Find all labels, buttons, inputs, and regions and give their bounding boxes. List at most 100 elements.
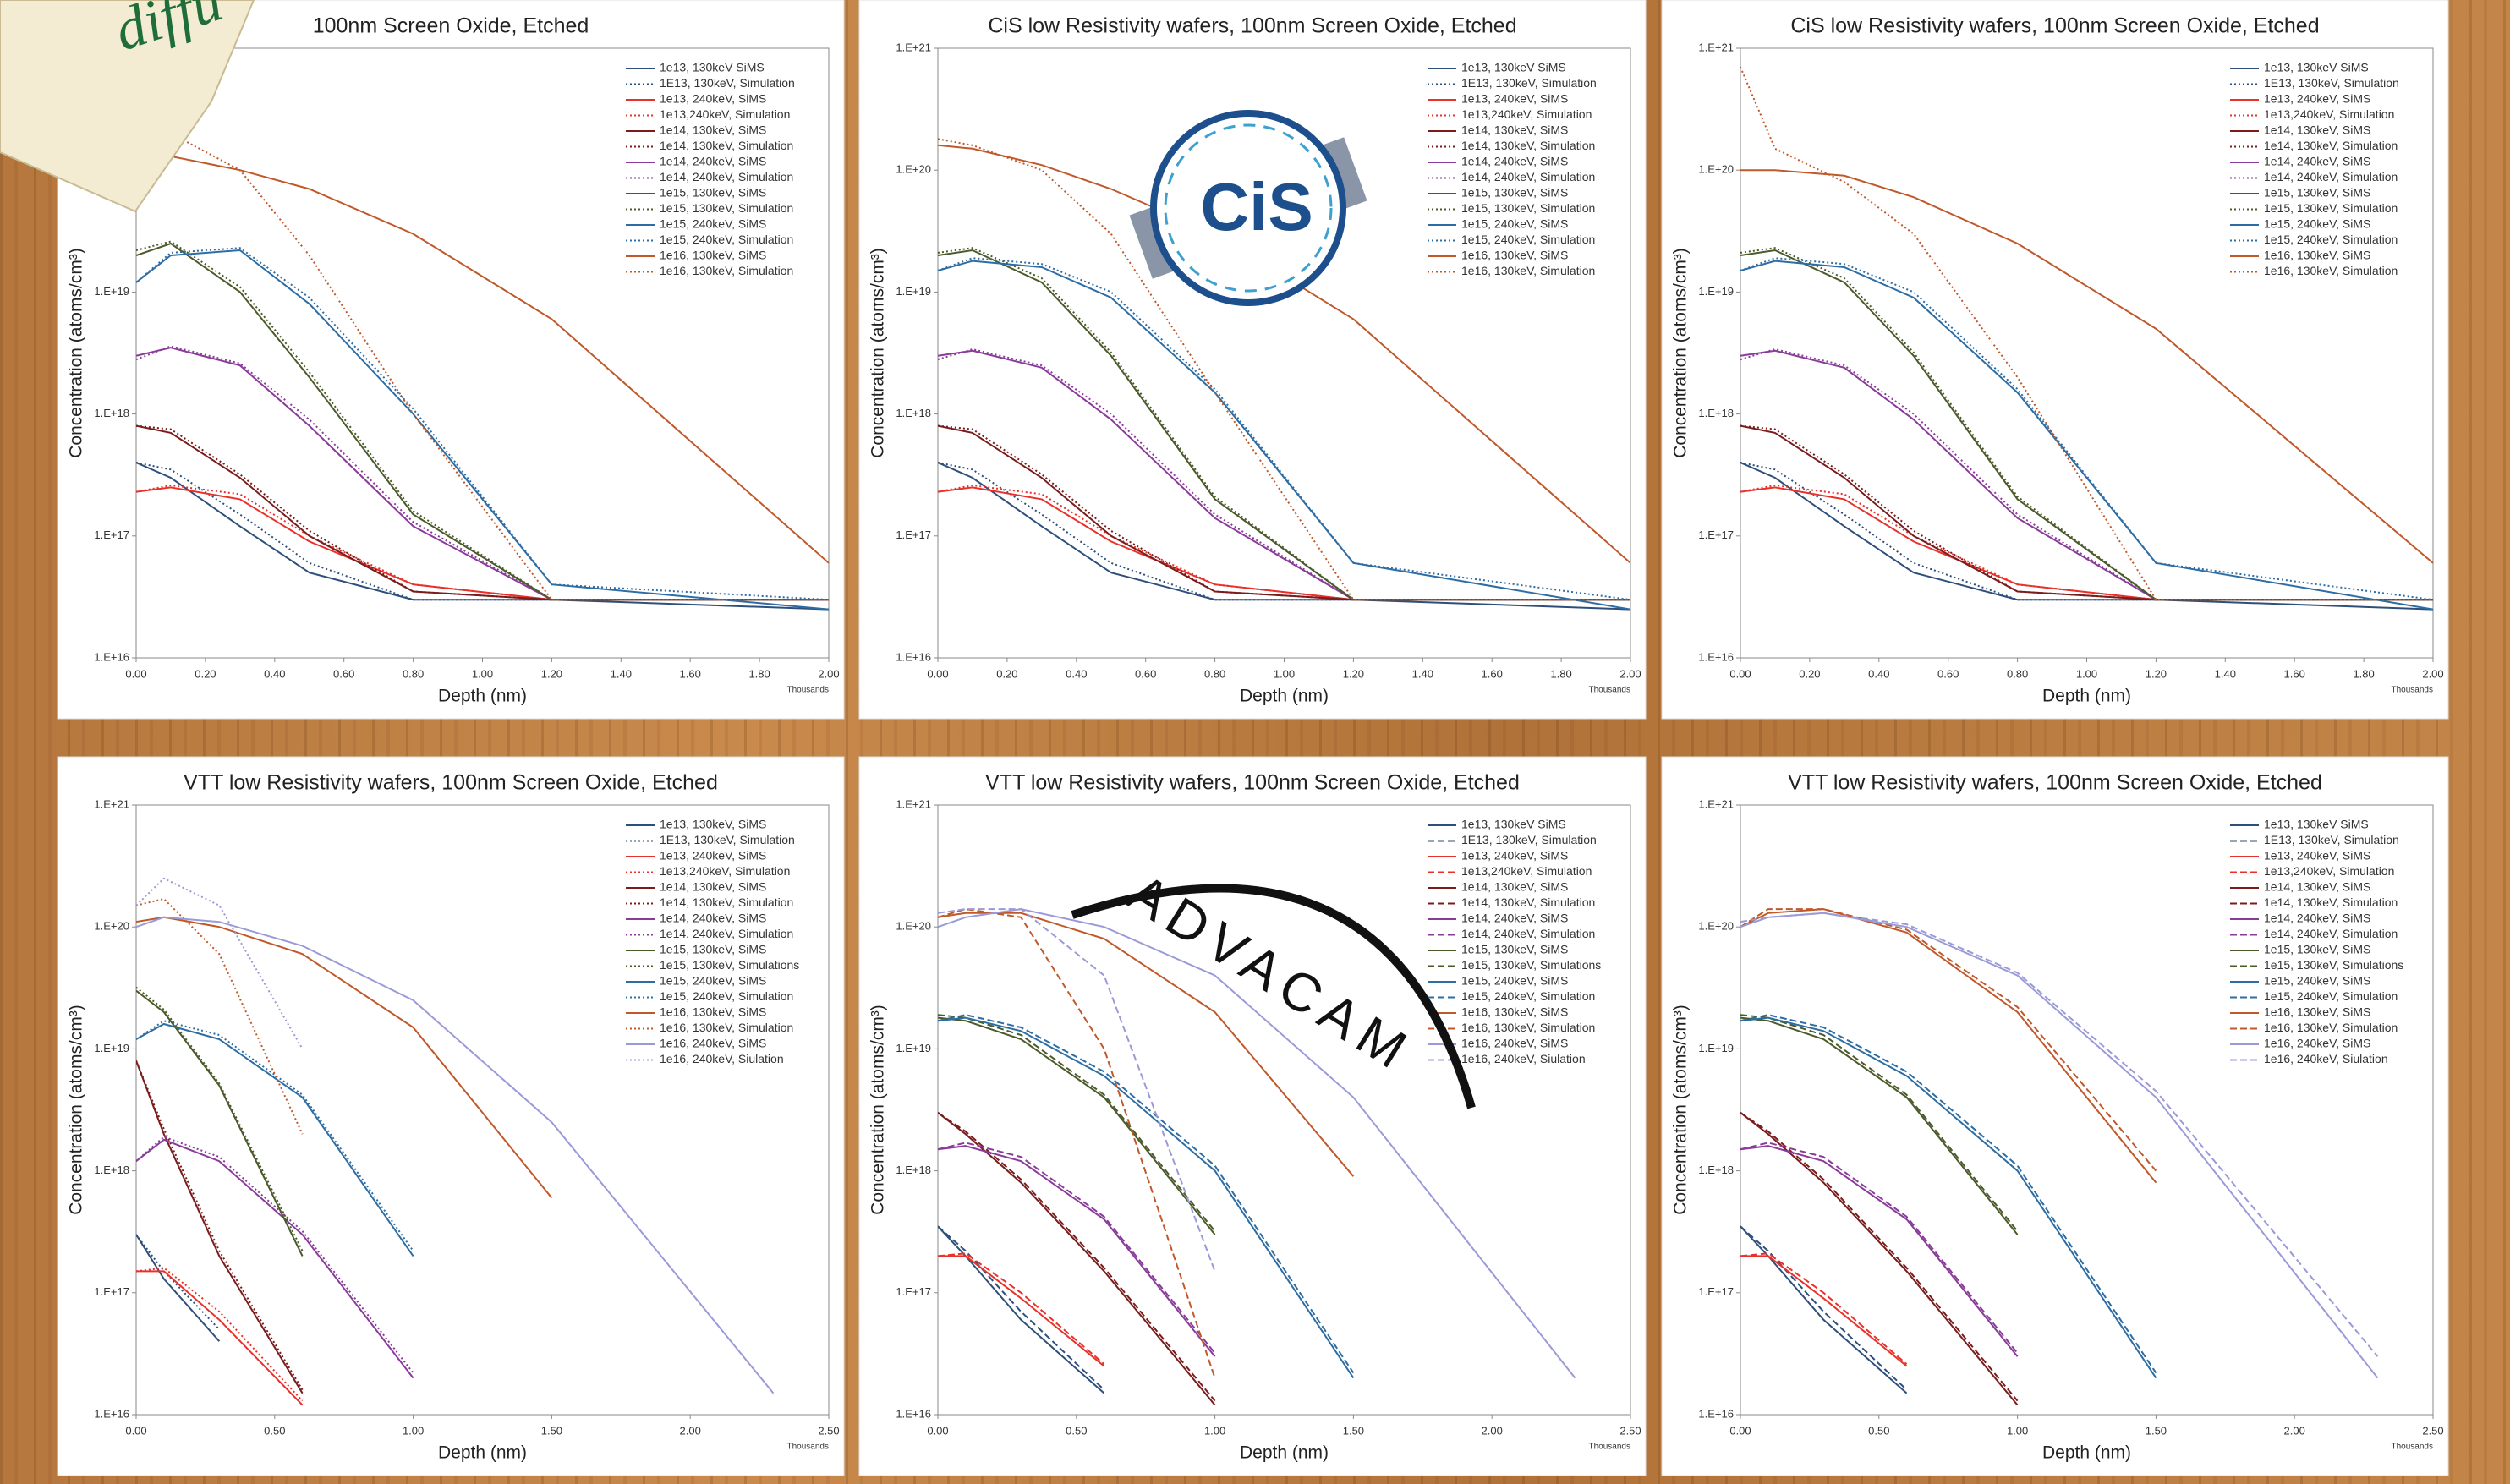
legend-label: 1e15, 130keV, SiMS	[660, 943, 766, 956]
legend-label: 1e15, 240keV, Simulation	[660, 233, 793, 246]
y-tick-label: 1.E+16	[94, 650, 129, 663]
y-tick-label: 1.E+16	[1698, 1407, 1734, 1420]
y-tick-label: 1.E+19	[94, 285, 129, 298]
legend-label: 1E13, 130keV, Simulation	[660, 76, 795, 90]
legend-label: 1e13, 240keV, SiMS	[2264, 849, 2370, 862]
x-tick-label: 2.50	[818, 1424, 839, 1437]
series-line	[136, 877, 304, 1049]
legend-label: 1e14, 130keV, Simulation	[660, 139, 793, 152]
y-tick-label: 1.E+18	[94, 407, 129, 419]
x-axis-label: Depth (nm)	[2042, 1443, 2131, 1463]
legend-label: 1e13, 240keV, SiMS	[660, 849, 766, 862]
series-line	[136, 1060, 304, 1391]
series-line	[1740, 1112, 2019, 1406]
series-line	[938, 138, 1630, 601]
x-axis-label: Depth (nm)	[438, 1443, 527, 1463]
x-tick-label: 1.20	[2146, 667, 2167, 680]
legend-label: 1e13,240keV, Simulation	[660, 107, 790, 121]
legend-label: 1E13, 130keV, Simulation	[1461, 833, 1597, 846]
legend-label: 1e13,240keV, Simulation	[1461, 864, 1592, 878]
x-axis-label: Depth (nm)	[438, 687, 527, 706]
x-tick-label: 2.00	[2284, 1424, 2305, 1437]
y-tick-label: 1.E+17	[1698, 528, 1734, 541]
legend-label: 1e15, 240keV, SiMS	[660, 974, 766, 988]
y-tick-label: 1.E+20	[1698, 163, 1734, 176]
legend-label: 1e14, 240keV, Simulation	[1461, 927, 1595, 940]
x-tick-label: 1.80	[748, 667, 770, 680]
x-tick-label: 1.60	[1482, 667, 1503, 680]
legend-label: 1e15, 130keV, Simulation	[660, 201, 793, 215]
x-tick-label: 0.00	[927, 667, 948, 680]
y-tick-label: 1.E+21	[896, 797, 931, 810]
x-tick-label: 0.60	[1937, 667, 1959, 680]
x-tick-label: 0.50	[1066, 1424, 1087, 1437]
legend-label: 1e13,240keV, Simulation	[2264, 864, 2394, 878]
series-line	[938, 144, 1630, 564]
y-tick-label: 1.E+21	[896, 41, 931, 53]
series-line	[938, 1014, 1216, 1232]
note-paper	[0, 0, 255, 213]
series-line	[1740, 1255, 1908, 1367]
series-line	[1740, 1016, 2157, 1379]
series-line	[136, 240, 829, 601]
legend-label: 1e16, 130keV, Simulation	[1461, 1021, 1595, 1034]
x-tick-label: 0.80	[1204, 667, 1225, 680]
y-tick-label: 1.E+18	[896, 1164, 931, 1176]
legend-label: 1e15, 240keV, SiMS	[2264, 217, 2370, 231]
y-tick-label: 1.E+17	[94, 1285, 129, 1298]
series-line	[136, 1267, 304, 1402]
series-line	[938, 1255, 1105, 1367]
series-line	[938, 1225, 1105, 1391]
series-line	[938, 1252, 1105, 1365]
legend-label: 1e15, 130keV, Simulations	[2264, 958, 2403, 972]
legend-label: 1e14, 130keV, SiMS	[1461, 880, 1568, 894]
series-line	[136, 989, 304, 1257]
series-line	[1740, 1014, 2019, 1232]
legend-label: 1e13, 130keV SiMS	[1461, 818, 1566, 831]
legend-label: 1e14, 130keV, Simulation	[2264, 895, 2398, 909]
x-tick-label: 1.80	[1550, 667, 1571, 680]
series-line	[136, 1270, 304, 1406]
legend-label: 1e14, 130keV, Simulation	[1461, 895, 1595, 909]
legend-label: 1e14, 240keV, SiMS	[1461, 912, 1568, 925]
series-line	[938, 1111, 1216, 1402]
legend-label: 1e15, 130keV, SiMS	[2264, 186, 2370, 200]
series-line	[938, 1014, 1355, 1374]
x-tick-label: 0.40	[1868, 667, 1889, 680]
legend-label: 1e16, 130keV, Simulation	[660, 264, 793, 277]
logo-text: CiS	[1200, 169, 1313, 244]
x-unit-label: Thousands	[2392, 686, 2433, 695]
x-tick-label: 0.50	[264, 1424, 285, 1437]
y-tick-label: 1.E+20	[896, 920, 931, 933]
x-tick-label: 2.00	[1619, 667, 1641, 680]
legend-label: 1e14, 240keV, Simulation	[2264, 927, 2398, 940]
x-tick-label: 0.00	[125, 1424, 146, 1437]
y-tick-label: 1.E+18	[1698, 407, 1734, 419]
legend-label: 1e13, 130keV, SiMS	[660, 818, 766, 831]
y-tick-label: 1.E+17	[1698, 1285, 1734, 1298]
x-tick-label: 1.60	[680, 667, 701, 680]
x-tick-label: 0.40	[264, 667, 285, 680]
legend-label: 1e15, 240keV, Simulation	[1461, 989, 1595, 1003]
x-tick-label: 0.80	[2007, 667, 2028, 680]
plot-frame	[1740, 804, 2434, 1416]
series-line	[938, 1016, 1216, 1235]
series-line	[136, 1234, 221, 1342]
legend-label: 1E13, 130keV, Simulation	[2264, 833, 2399, 846]
x-tick-label: 1.60	[2284, 667, 2305, 680]
y-tick-label: 1.E+20	[1698, 920, 1734, 933]
series-line	[1740, 912, 2379, 1357]
series-line	[938, 1142, 1216, 1354]
legend-label: 1E13, 130keV, Simulation	[1461, 76, 1597, 90]
y-tick-label: 1.E+21	[1698, 797, 1734, 810]
series-line	[136, 1060, 304, 1394]
paper-note: diffu	[0, 0, 255, 213]
y-tick-label: 1.E+16	[896, 1407, 931, 1420]
y-tick-label: 1.E+20	[94, 920, 129, 933]
legend-label: 1e16, 130keV, SiMS	[1461, 1005, 1568, 1019]
chart-background	[1661, 756, 2449, 1476]
chart-title: VTT low Resistivity wafers, 100nm Screen…	[985, 771, 1520, 795]
chart-background	[57, 756, 845, 1476]
chart-background	[858, 756, 1647, 1476]
logo-pattern	[1164, 123, 1333, 293]
